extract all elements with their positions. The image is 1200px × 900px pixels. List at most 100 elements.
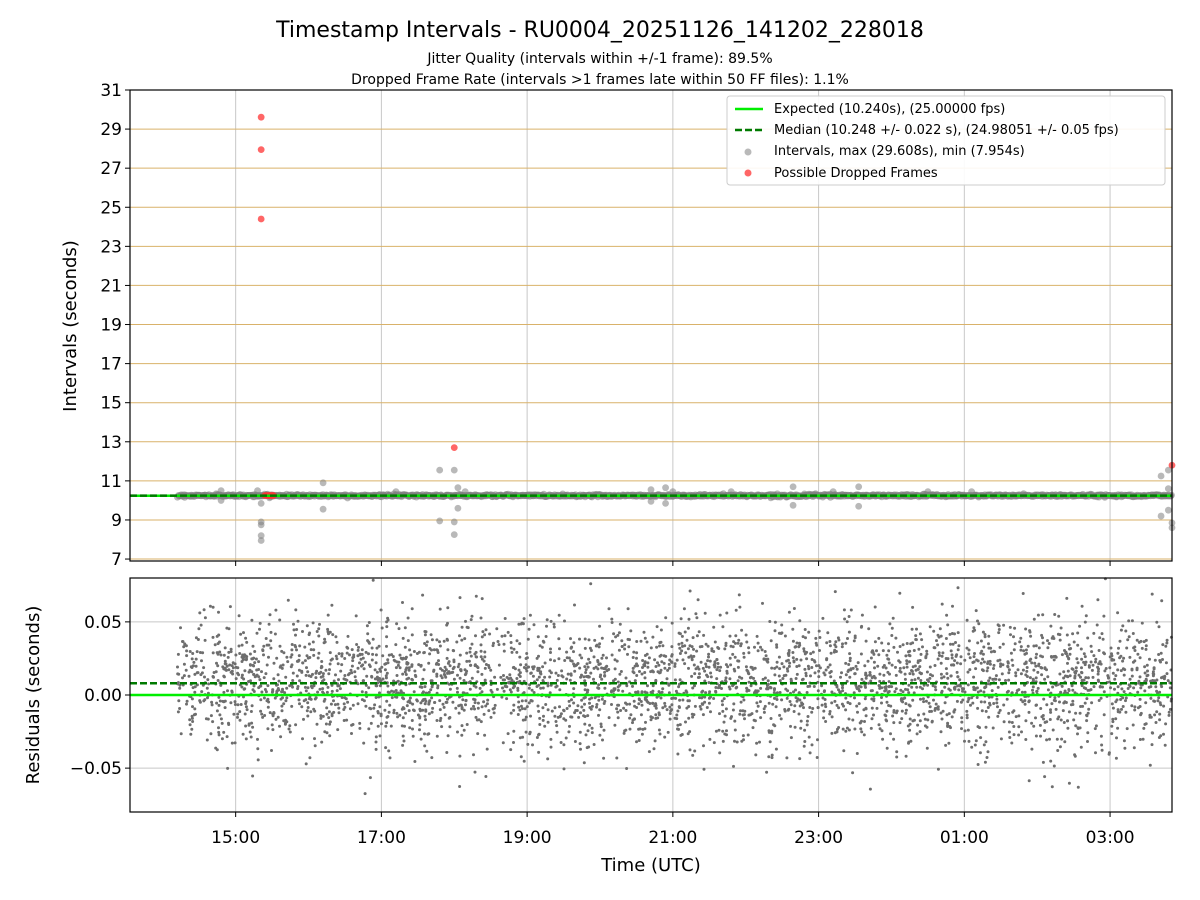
residual-point: [859, 727, 863, 731]
residual-point: [432, 668, 436, 672]
residual-point: [305, 666, 308, 670]
residual-point: [1039, 654, 1043, 658]
residual-point: [305, 709, 309, 713]
residual-point: [555, 730, 559, 734]
residual-point: [1017, 714, 1021, 718]
residual-point: [1149, 696, 1153, 700]
residual-point: [1062, 670, 1066, 674]
residual-point: [999, 664, 1002, 668]
residual-point: [340, 663, 344, 667]
residual-point: [517, 668, 521, 672]
residual-point: [1132, 746, 1136, 750]
residual-point: [371, 578, 375, 582]
residual-point: [873, 666, 876, 670]
residual-point: [898, 645, 902, 648]
residual-point: [891, 714, 895, 718]
residual-point: [690, 712, 694, 716]
residual-point: [1108, 666, 1112, 670]
residual-point: [1019, 698, 1023, 702]
residual-point: [388, 756, 392, 760]
residual-point: [579, 747, 582, 751]
residual-point: [474, 715, 478, 719]
residual-point: [988, 659, 992, 663]
residual-point: [190, 727, 194, 731]
residual-point: [978, 726, 981, 730]
residual-point: [884, 718, 888, 722]
residual-point: [999, 737, 1003, 741]
residual-point: [467, 659, 471, 663]
residual-point: [847, 615, 851, 618]
residual-point: [718, 751, 722, 755]
residual-point: [233, 741, 237, 745]
residual-point: [1124, 699, 1127, 703]
residual-point: [949, 649, 953, 653]
residual-point: [883, 713, 887, 717]
residual-point: [777, 631, 781, 635]
residual-point: [1009, 633, 1012, 637]
residual-point: [714, 690, 718, 694]
residual-point: [753, 666, 757, 670]
residual-point: [814, 636, 818, 640]
residual-point: [904, 754, 908, 758]
residual-point: [678, 678, 682, 682]
residual-point: [295, 648, 298, 652]
residual-point: [926, 678, 929, 682]
residual-point: [507, 677, 511, 681]
residual-point: [643, 676, 647, 680]
residual-point: [741, 713, 745, 717]
residual-point: [631, 721, 634, 725]
residual-point: [1006, 689, 1010, 693]
residual-point: [1139, 686, 1143, 690]
residual-point: [234, 653, 238, 657]
residual-point: [1014, 674, 1018, 678]
residual-point: [385, 715, 389, 719]
residual-point: [607, 607, 611, 611]
residual-point: [1086, 636, 1090, 640]
residual-point: [993, 677, 997, 681]
residual-point: [759, 645, 762, 649]
residual-point: [922, 700, 926, 704]
residual-point: [584, 671, 588, 674]
residual-point: [982, 690, 986, 694]
residual-point: [887, 684, 891, 688]
residual-point: [843, 617, 847, 621]
residual-point: [1094, 657, 1098, 661]
residual-point: [1035, 652, 1038, 656]
residual-point: [480, 690, 484, 694]
residual-point: [677, 642, 681, 646]
residual-point: [328, 662, 332, 666]
residual-point: [709, 710, 712, 714]
residual-point: [222, 690, 226, 694]
residual-point: [785, 756, 789, 760]
residual-point: [1086, 676, 1090, 680]
residual-point: [506, 732, 510, 736]
residual-point: [697, 675, 701, 679]
residual-point: [217, 695, 221, 699]
residual-point: [833, 590, 837, 594]
residual-point: [616, 688, 620, 692]
residual-point: [945, 613, 949, 617]
residual-point: [1101, 685, 1104, 689]
residual-point: [833, 731, 837, 735]
residual-point: [751, 726, 755, 730]
residual-point: [1076, 785, 1080, 789]
residual-point: [794, 688, 797, 692]
residual-point: [759, 716, 763, 720]
residual-point: [799, 719, 803, 723]
residual-point: [976, 641, 980, 645]
residual-point: [885, 653, 889, 657]
residual-point: [712, 650, 716, 653]
residual-point: [362, 667, 366, 671]
residual-point: [280, 709, 284, 713]
residual-point: [806, 664, 810, 668]
residual-point: [670, 708, 674, 712]
residual-point: [1066, 675, 1070, 679]
residual-point: [792, 660, 796, 664]
residual-point: [274, 717, 278, 721]
interval-point: [968, 488, 976, 496]
residual-point: [428, 652, 432, 656]
residual-point: [509, 641, 513, 644]
residual-point: [190, 666, 194, 669]
residual-point: [643, 636, 647, 640]
residual-point: [675, 713, 679, 717]
